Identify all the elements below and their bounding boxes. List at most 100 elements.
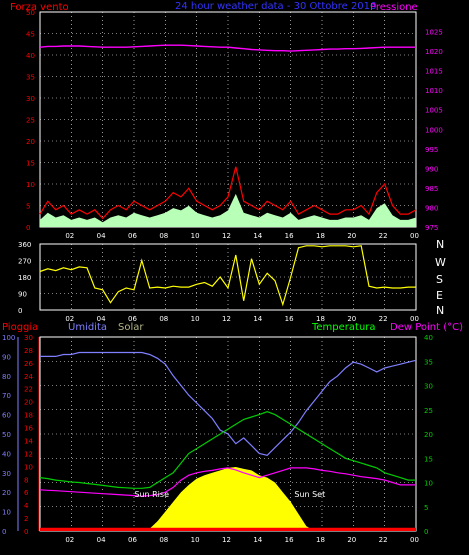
direction-x-tick-label: 12: [222, 315, 231, 323]
pressure-y-tick-label: 980: [425, 204, 438, 212]
chart-title: 24 hour weather data - 30 Ottobre 2016: [175, 1, 376, 12]
wind-y-tick-label: 5: [26, 203, 30, 211]
climate-x-tick-label: 00: [410, 536, 419, 544]
rain-y-tick-label: 4: [24, 502, 29, 510]
direction-x-tick-label: 10: [191, 315, 200, 323]
humidity-y-tick-label: 90: [2, 353, 11, 361]
pressure-y-tick-label: 1025: [425, 29, 443, 37]
temperature-y-tick-label: 5: [424, 504, 428, 512]
wind-speed-label: Forza vento: [10, 2, 69, 13]
wind-x-tick-label: 10: [191, 232, 200, 240]
humidity-label: Umidita: [68, 322, 107, 333]
dewpoint-line: [39, 467, 416, 497]
pressure-label: Pressione: [370, 2, 418, 13]
pressure-y-tick-label: 1000: [425, 126, 443, 134]
pressure-y-tick-label: 975: [425, 224, 438, 232]
direction-x-tick-label: 14: [253, 315, 262, 323]
rain-y-tick-label: 30: [24, 334, 33, 342]
humidity-y-tick-label: 30: [2, 470, 11, 478]
temperature-y-tick-label: 15: [424, 455, 433, 463]
wind-y-tick-label: 25: [26, 117, 35, 125]
wind-x-tick-label: 18: [316, 232, 325, 240]
dir-label-n-bottom: N: [436, 304, 444, 317]
direction-x-tick-label: 20: [347, 315, 356, 323]
wind-y-tick-label: 40: [26, 52, 35, 60]
rain-y-tick-label: 10: [24, 463, 33, 471]
wind-direction-line: [39, 245, 416, 307]
sunset-annotation: Sun Set: [294, 490, 325, 499]
wind-y-tick-label: 30: [26, 95, 35, 103]
rain-y-tick-label: 2: [24, 515, 28, 523]
wind-y-tick-label: 10: [26, 181, 35, 189]
humidity-y-tick-label: 80: [2, 373, 11, 381]
direction-x-tick-label: 06: [128, 315, 137, 323]
direction-x-tick-label: 02: [65, 315, 74, 323]
direction-y-tick-label: 90: [18, 291, 27, 299]
humidity-line: [40, 351, 417, 456]
solar-label: Solar: [118, 322, 144, 333]
direction-x-tick-label: 18: [316, 315, 325, 323]
direction-y-tick-label: 360: [18, 241, 31, 249]
wind-x-tick-label: 12: [222, 232, 231, 240]
wind-x-tick-label: 02: [65, 232, 74, 240]
sunrise-annotation: Sun Rise: [134, 490, 169, 499]
climate-x-tick-label: 14: [253, 536, 262, 544]
rain-y-tick-label: 12: [24, 450, 33, 458]
temperature-y-tick-label: 25: [424, 407, 433, 415]
climate-x-tick-label: 08: [159, 536, 168, 544]
temperature-y-tick-label: 20: [424, 431, 433, 439]
wind-y-tick-label: 45: [26, 31, 35, 39]
wind-x-tick-label: 04: [97, 232, 106, 240]
humidity-y-tick-label: 10: [2, 509, 11, 517]
climate-x-tick-label: 02: [65, 536, 74, 544]
wind-x-tick-label: 20: [347, 232, 356, 240]
climate-x-tick-label: 22: [379, 536, 388, 544]
direction-x-tick-label: 22: [379, 315, 388, 323]
temperature-y-tick-label: 35: [424, 358, 433, 366]
pressure-y-tick-label: 990: [425, 165, 438, 173]
rain-y-tick-label: 26: [24, 360, 33, 368]
rain-y-tick-label: 28: [24, 347, 33, 355]
wind-x-tick-label: 08: [159, 232, 168, 240]
wind-y-tick-label: 50: [26, 9, 35, 17]
direction-x-tick-label: 16: [285, 315, 294, 323]
direction-y-tick-label: 270: [18, 258, 31, 266]
rain-y-tick-label: 6: [24, 489, 29, 497]
pressure-line: [39, 44, 416, 52]
temperature-y-tick-label: 30: [424, 383, 433, 391]
climate-x-tick-label: 18: [316, 536, 325, 544]
rain-y-tick-label: 20: [24, 399, 33, 407]
climate-x-tick-label: 12: [222, 536, 231, 544]
temperature-y-tick-label: 40: [424, 334, 433, 342]
wind-x-tick-label: 22: [379, 232, 388, 240]
pressure-y-tick-label: 985: [425, 185, 438, 193]
climate-x-tick-label: 06: [128, 536, 137, 544]
wind-gust-area: [40, 193, 416, 227]
dir-label-w: W: [435, 256, 446, 269]
pressure-y-tick-label: 1015: [425, 68, 443, 76]
rain-bar: [40, 527, 416, 531]
humidity-y-tick-label: 70: [2, 392, 11, 400]
rain-y-tick-label: 8: [24, 476, 28, 484]
pressure-y-tick-label: 1020: [425, 48, 443, 56]
climate-x-tick-label: 10: [191, 536, 200, 544]
dir-label-e: E: [436, 289, 443, 302]
wind-speed-line: [39, 166, 417, 220]
rain-y-tick-label: 18: [24, 412, 33, 420]
wind-x-tick-label: 06: [128, 232, 137, 240]
rain-label: Pioggia: [2, 322, 38, 333]
wind-pressure-panel: Forza vento 24 hour weather data - 30 Ot…: [10, 1, 443, 240]
temperature-label: Temperatura: [311, 322, 376, 333]
humidity-y-tick-label: 100: [2, 334, 15, 342]
climate-x-tick-label: 04: [97, 536, 106, 544]
wind-x-tick-label: 16: [285, 232, 294, 240]
pressure-y-tick-label: 1010: [425, 87, 443, 95]
wind-y-tick-label: 35: [26, 74, 35, 82]
rain-y-tick-label: 0: [24, 528, 28, 536]
temperature-y-tick-label: 10: [424, 480, 433, 488]
climate-x-tick-label: 20: [347, 536, 356, 544]
wind-y-tick-label: 20: [26, 138, 35, 146]
climate-x-tick-label: 16: [285, 536, 294, 544]
direction-x-tick-label: 00: [410, 315, 419, 323]
